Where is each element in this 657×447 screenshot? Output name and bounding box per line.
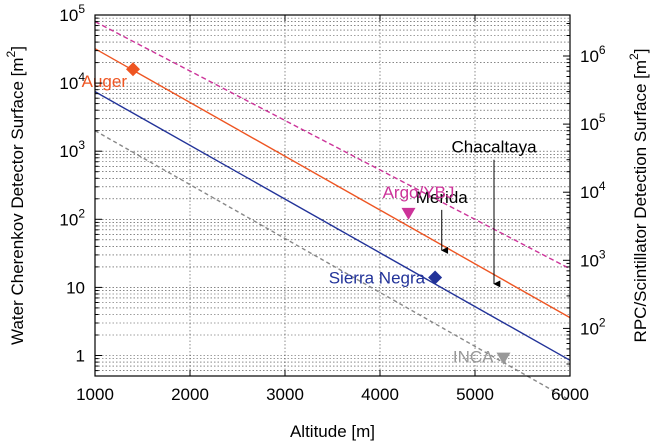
- labels-layer: 1000 2000 3000 4000 5000 6000 1 10 102 103 104 105 1…: [4, 2, 650, 441]
- y-right-tick-label: 103: [580, 247, 606, 270]
- marker-label: Argo/YBJ: [383, 183, 455, 202]
- marker-label: INCA: [453, 348, 494, 367]
- y-left-tick-label: 103: [59, 138, 85, 161]
- y-left-tick-label: 104: [59, 70, 85, 93]
- annotation-label: Merida: [416, 188, 469, 207]
- marker-label: Sierra Negra: [329, 268, 426, 287]
- y-left-axis-label: Water Cherenkov Detector Surface [m2]: [4, 46, 27, 345]
- y-left-tick-label: 1: [76, 346, 85, 365]
- markers-layer: Auger Sierra Negra Argo/YBJ INCA: [82, 62, 511, 367]
- annotations-layer: Chacaltaya Merida: [416, 138, 537, 288]
- x-tick-label: 6000: [551, 385, 589, 404]
- series-layer: [94, 20, 571, 401]
- marker-label: Auger: [82, 72, 128, 91]
- y-right-tick-label: 105: [580, 111, 606, 134]
- y-right-axis-label: RPC/Scintillator Detection Surface [m2]: [627, 49, 650, 343]
- y-right-tick-label: 102: [580, 315, 606, 338]
- x-axis-label: Altitude [m]: [290, 422, 375, 441]
- marker-diamond: [428, 270, 443, 285]
- series-line: [94, 90, 571, 361]
- x-tick-label: 5000: [456, 385, 494, 404]
- ticks-layer: [94, 15, 571, 376]
- x-tick-label: 2000: [171, 385, 209, 404]
- series-line: [94, 130, 571, 401]
- marker-triangle: [401, 207, 416, 220]
- x-tick-label: 1000: [76, 385, 114, 404]
- x-tick-label: 3000: [266, 385, 304, 404]
- marker-triangle: [496, 352, 511, 365]
- grid: [95, 15, 570, 376]
- y-left-tick-label: 105: [59, 2, 85, 25]
- y-right-tick-label: 106: [580, 43, 606, 66]
- x-tick-label: 4000: [361, 385, 399, 404]
- y-left-tick-label: 102: [59, 206, 85, 229]
- y-right-tick-label: 104: [580, 179, 606, 202]
- series-line: [94, 20, 571, 270]
- y-left-tick-label: 10: [66, 278, 85, 297]
- annotation-label: Chacaltaya: [451, 138, 537, 157]
- series-line: [94, 48, 571, 319]
- marker-diamond: [126, 62, 140, 77]
